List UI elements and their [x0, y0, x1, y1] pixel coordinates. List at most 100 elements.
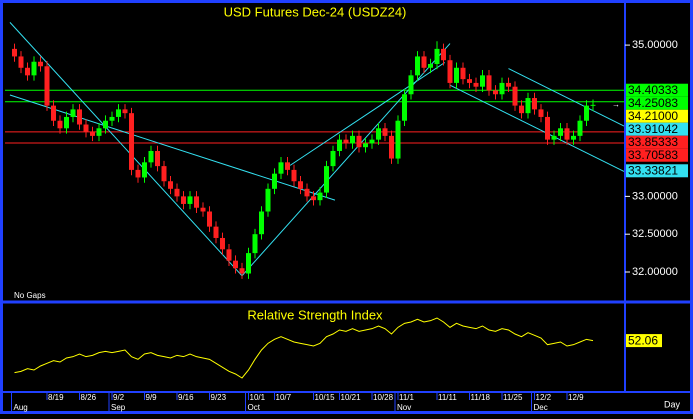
rsi-tag-label: 52.06	[628, 333, 658, 347]
candle-body	[545, 116, 550, 140]
candle-body	[116, 109, 121, 117]
candle-body	[213, 226, 219, 238]
trendline	[449, 84, 625, 172]
candle-body	[246, 253, 251, 274]
x-tick-label: 10/21	[341, 393, 362, 402]
month-label: Aug	[14, 403, 28, 412]
candle-body	[239, 268, 245, 274]
x-tick-label: 9/9	[146, 393, 158, 402]
month-label: Sep	[111, 403, 126, 412]
candle-body	[473, 82, 479, 87]
candle-body	[493, 90, 498, 95]
price-tag-label: 33.85333	[628, 135, 678, 149]
candle-body	[12, 48, 17, 57]
candle-body	[324, 166, 329, 193]
candle-body	[499, 82, 505, 95]
x-tick-label: 11/11	[438, 393, 457, 402]
rsi-line	[14, 317, 594, 379]
candle-body	[291, 169, 297, 182]
candle-body	[356, 135, 362, 148]
x-tick-label: 11/18	[471, 393, 491, 402]
candle-body	[519, 105, 524, 114]
candle-body	[467, 79, 472, 83]
candle-body	[382, 128, 388, 136]
candle-body	[57, 120, 63, 129]
x-tick-label: 10/15	[315, 393, 336, 402]
trendline	[508, 68, 625, 127]
candle-body	[220, 237, 225, 250]
candle-body	[447, 60, 453, 83]
candle-body	[77, 109, 82, 125]
candle-body	[187, 196, 193, 204]
x-tick-label: 11/1	[399, 393, 415, 402]
candle-body	[155, 150, 160, 167]
price-tag-label: 34.40333	[628, 83, 678, 97]
candle-body	[142, 162, 147, 178]
candle-body	[200, 207, 206, 212]
candle-body	[83, 124, 89, 133]
candle-body	[317, 192, 323, 201]
candle-body	[350, 135, 355, 144]
candle-body	[51, 105, 56, 121]
month-label: Dec	[534, 403, 548, 412]
candle-body	[207, 211, 212, 227]
candle-body	[181, 196, 186, 204]
candle-body	[168, 181, 173, 189]
candle-body	[122, 109, 128, 114]
candle-body	[311, 196, 316, 201]
candle-body	[304, 188, 310, 197]
candle-body	[415, 56, 420, 76]
candle-body	[343, 139, 349, 144]
price-tag	[626, 148, 688, 162]
candle-body	[272, 173, 277, 189]
candle-body	[265, 188, 271, 212]
price-tag-label: 34.21000	[628, 109, 678, 123]
candle-body	[577, 120, 583, 136]
candle-body	[421, 56, 427, 68]
candle-body	[148, 150, 154, 163]
x-tick-label: 12/2	[536, 393, 552, 402]
trendline	[9, 22, 243, 277]
candle-body	[395, 120, 401, 159]
x-tick-label: 8/26	[81, 393, 97, 402]
month-label: Oct	[248, 403, 261, 412]
candle-body	[18, 56, 24, 68]
candle-body	[330, 150, 336, 167]
price-tag	[626, 122, 688, 136]
y-tick-label: 33.00000	[632, 190, 678, 202]
trendline	[9, 94, 336, 201]
note: No Gaps	[14, 291, 46, 300]
rsi-title: Relative Strength Index	[247, 307, 383, 322]
candle-body	[96, 128, 102, 136]
candle-body	[226, 249, 232, 261]
candle-body	[369, 139, 375, 144]
candle-body	[584, 105, 589, 121]
candle-body	[161, 166, 167, 182]
candle-body	[376, 128, 381, 140]
candle-body	[454, 67, 459, 83]
candle-body	[538, 109, 544, 117]
candle-body	[402, 94, 407, 121]
y-tick-label: 32.50000	[632, 228, 678, 240]
candle-body	[174, 188, 180, 197]
price-tag-label: 34.25083	[628, 96, 678, 110]
candle-body	[135, 169, 141, 178]
candle-body	[129, 113, 134, 170]
candle-body	[38, 61, 43, 67]
candle-body	[551, 135, 557, 140]
candle-body	[525, 98, 531, 114]
candle-body	[70, 109, 76, 117]
candle-body	[103, 120, 108, 129]
candle-body	[194, 196, 199, 208]
y-tick-label: 32.00000	[632, 266, 678, 278]
candle-body	[532, 98, 537, 110]
candle-body	[363, 143, 368, 148]
chart-title: USD Futures Dec-24 (USDZ24)	[224, 4, 407, 19]
x-tick-label: 12/9	[568, 393, 584, 402]
x-tick-label: 8/19	[48, 393, 64, 402]
candle-body	[512, 86, 518, 106]
candle-body	[64, 116, 69, 129]
candle-body	[285, 162, 290, 170]
